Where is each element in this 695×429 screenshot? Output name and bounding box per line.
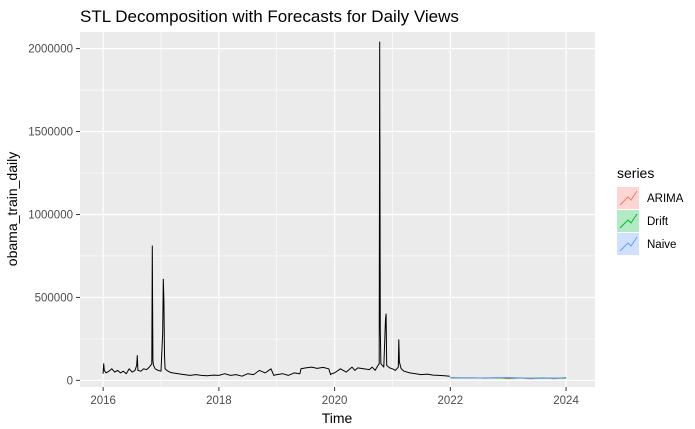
x-tick-label: 2016 [90,395,116,407]
x-tick-label: 2024 [553,395,579,407]
plot-panel [80,32,595,387]
legend-key-drift [617,210,639,232]
x-axis: 2016 2018 2020 2022 2024 [90,387,579,407]
legend-key-arima [617,187,639,209]
y-tick-label: 1000000 [28,209,73,221]
legend-title: series [617,165,654,181]
y-tick-label: 500000 [35,292,73,304]
legend-key-naive [617,233,639,255]
y-tick-label: 0 [67,375,73,387]
legend-label-drift: Drift [647,216,669,228]
legend-line-naive [619,236,638,252]
x-tick-label: 2022 [438,395,464,407]
x-tick-label: 2020 [322,395,348,407]
y-axis-title: obama_train_daily [4,152,20,266]
legend-line-drift [619,213,638,229]
x-axis-title: Time [322,410,353,426]
y-tick-label: 2000000 [28,44,73,56]
chart-title: STL Decomposition with Forecasts for Dai… [80,7,459,26]
legend-label-naive: Naive [647,239,676,251]
legend: series ARIMA Drift Naive [617,165,684,255]
grid-major [80,32,595,387]
grid-minor [80,32,595,387]
legend-label-arima: ARIMA [647,193,684,205]
series-line-naive [450,377,567,379]
x-tick-label: 2018 [206,395,232,407]
series-layer [102,41,567,380]
y-tick-label: 1500000 [28,127,73,139]
series-line-obama-train-daily [102,41,450,377]
y-axis: 0 500000 1000000 1500000 2000000 [28,44,80,387]
legend-line-arima [619,190,638,206]
